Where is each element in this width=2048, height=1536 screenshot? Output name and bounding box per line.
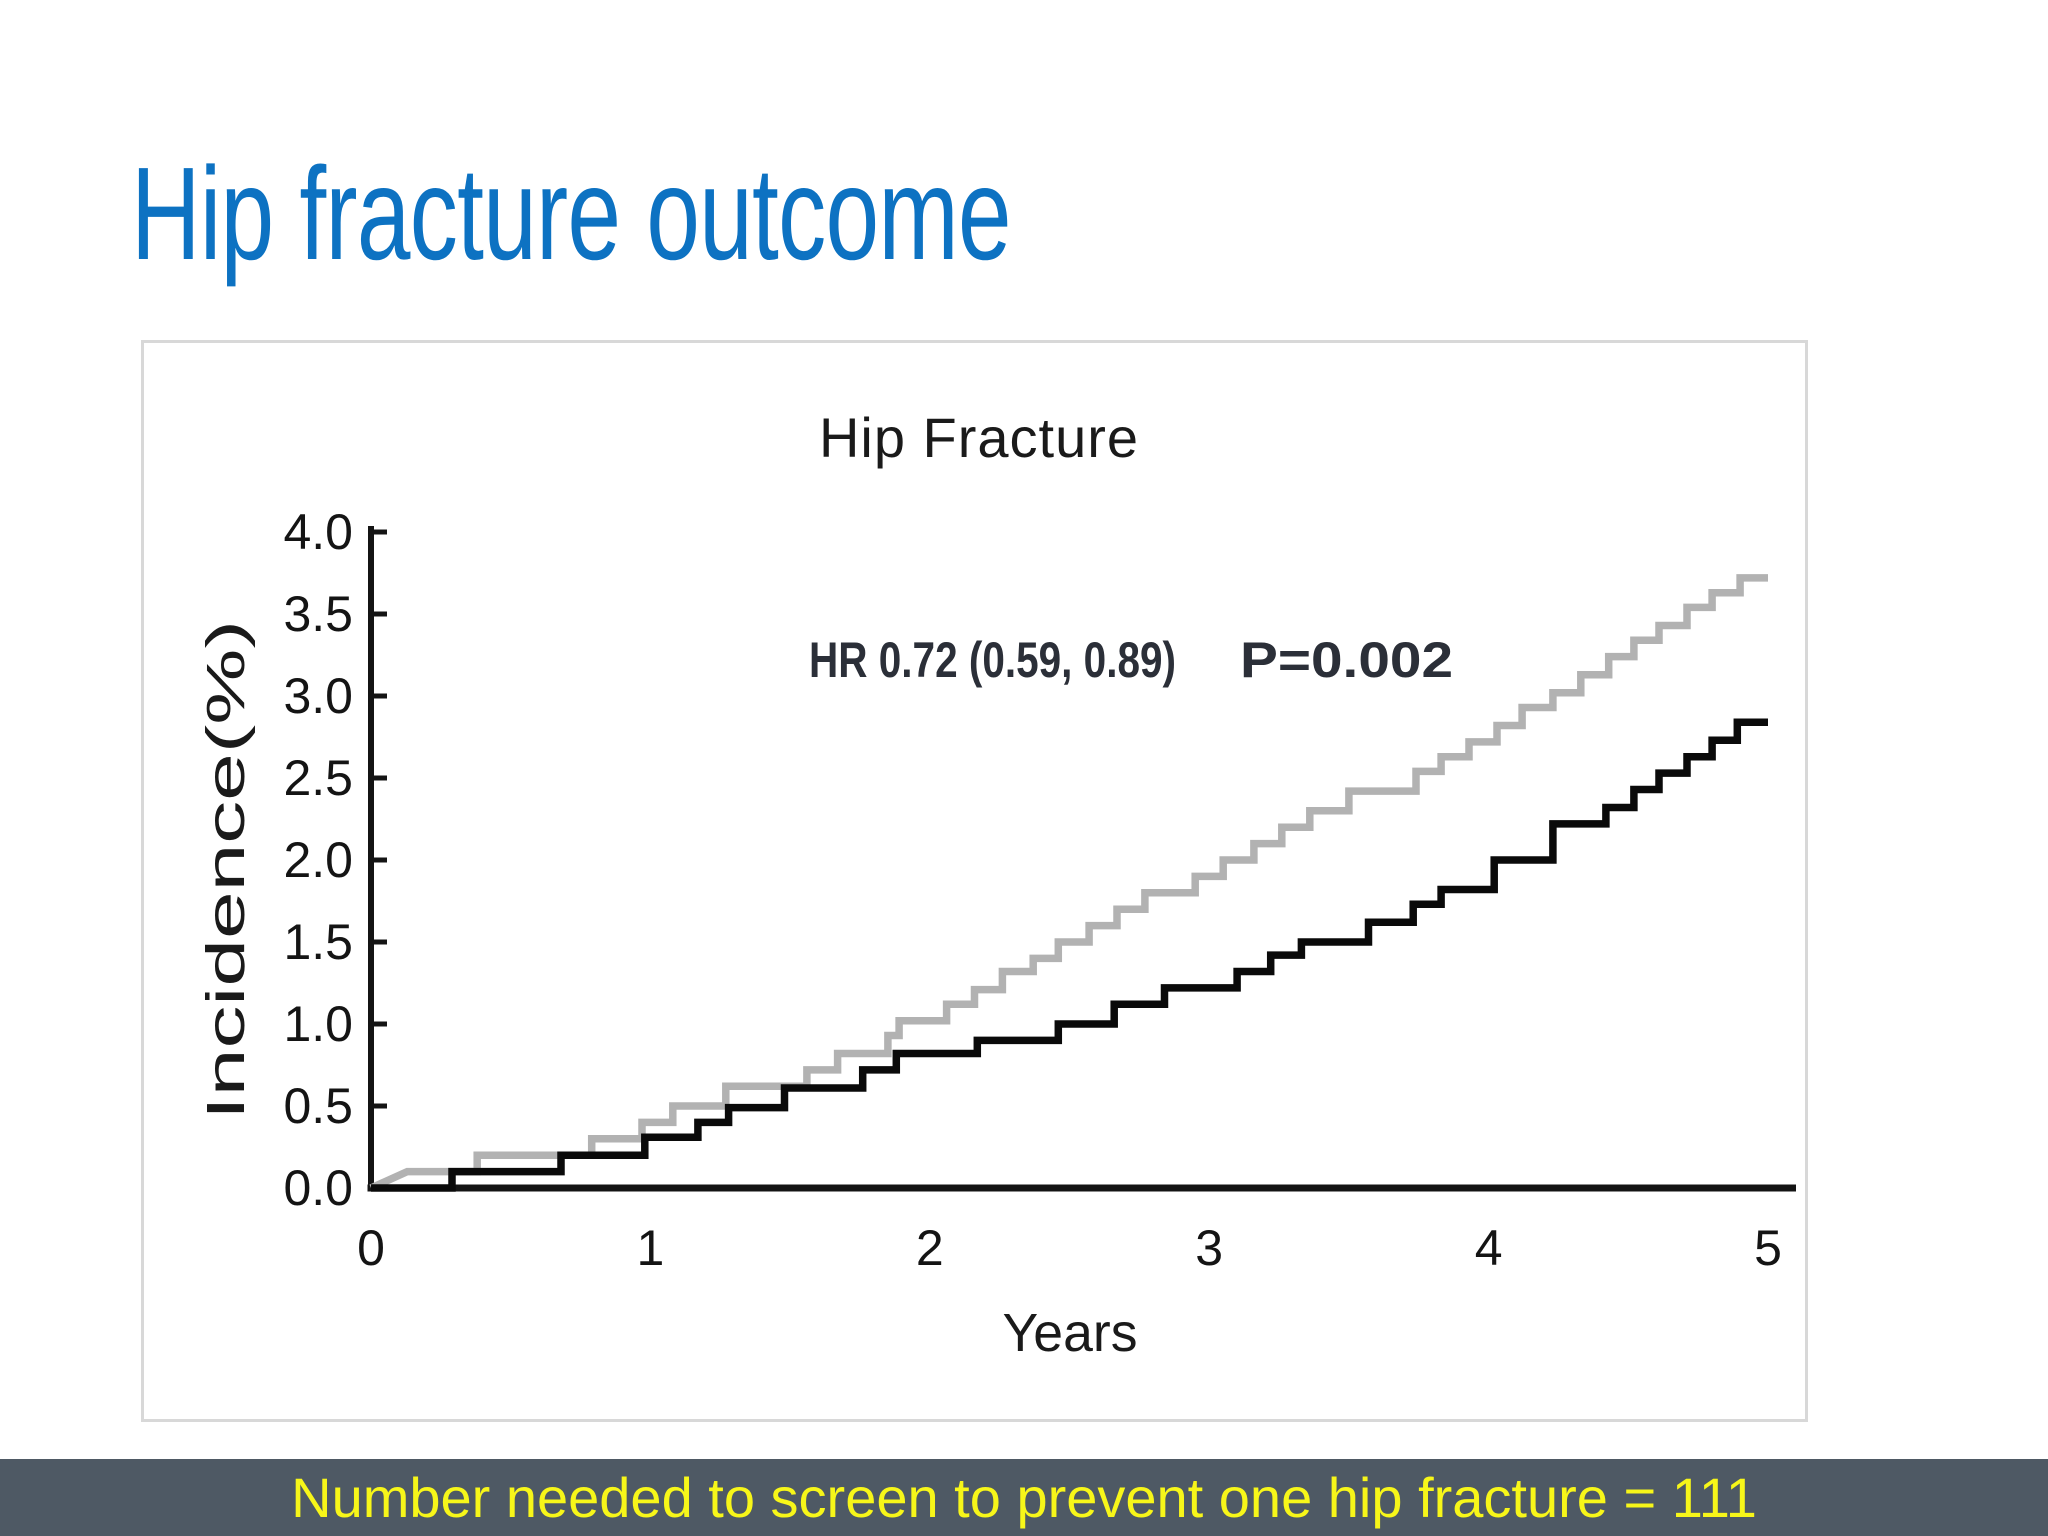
x-tick-label: 2: [916, 1220, 944, 1276]
x-tick-label: 0: [357, 1220, 385, 1276]
y-tick-label: 1.0: [283, 996, 353, 1052]
annotation-hazard-ratio: HR 0.72 (0.59, 0.89): [809, 632, 1176, 688]
y-tick-label: 2.0: [283, 832, 353, 888]
x-tick-label: 3: [1195, 1220, 1223, 1276]
chart-title: Hip Fracture: [819, 406, 1139, 469]
chart-panel: 0.0 0.5 1.0 1.5 2.0 2.5 3.0 3.5 4.0 0 1 2 3 4 5 Hip Fra…: [141, 340, 1808, 1422]
bottom-banner: Number needed to screen to prevent one h…: [0, 1459, 2048, 1536]
y-axis-title: Incidence(%): [196, 620, 256, 1120]
series-gray-curve: [369, 574, 1768, 1192]
series-black-curve: [371, 718, 1768, 1192]
y-tick-label: 2.5: [283, 750, 353, 806]
x-tick-label: 1: [636, 1220, 664, 1276]
y-tick-label: 4.0: [283, 504, 353, 560]
x-tick-label: 5: [1754, 1220, 1782, 1276]
y-tick-label: 3.0: [283, 668, 353, 724]
hip-fracture-chart: 0.0 0.5 1.0 1.5 2.0 2.5 3.0 3.5 4.0 0 1 2 3 4 5 Hip Fra…: [141, 340, 1808, 1422]
x-tick-label: 4: [1475, 1220, 1503, 1276]
y-tick-label: 0.5: [283, 1078, 353, 1134]
y-tick-label: 1.5: [283, 914, 353, 970]
panel-border: [141, 340, 1808, 1422]
y-tick-label: 3.5: [283, 586, 353, 642]
banner-text: Number needed to screen to prevent one h…: [291, 1465, 1757, 1529]
annotation-p-value: P=0.002: [1240, 632, 1453, 688]
y-tick-label: 0.0: [283, 1160, 353, 1216]
page-title: Hip fracture outcome: [131, 140, 1012, 287]
x-axis-title: Years: [1003, 1303, 1138, 1363]
